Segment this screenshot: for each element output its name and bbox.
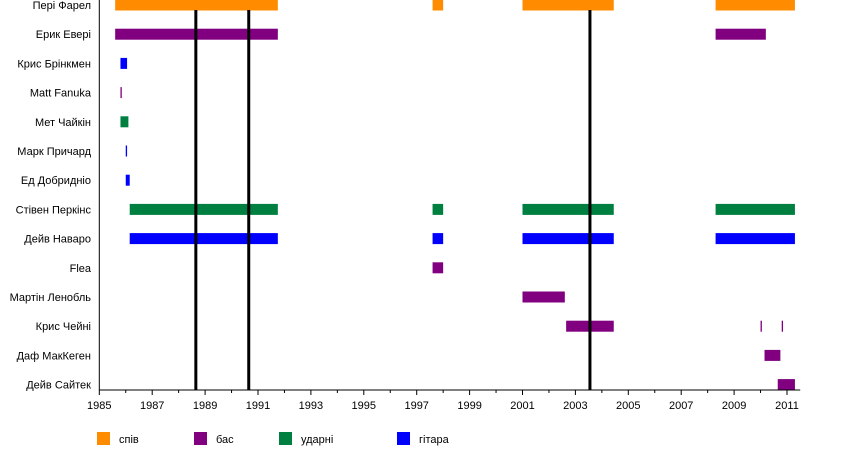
member-label: Крис Брінкмен	[17, 58, 91, 70]
x-tick-label: 2009	[722, 400, 746, 412]
membership-bar	[760, 320, 762, 332]
membership-bar	[781, 320, 784, 332]
membership-bar	[120, 87, 122, 99]
member-label: Matt Fanuka	[30, 88, 92, 100]
member-label: Пері Фарел	[33, 0, 91, 12]
member-label: Flea	[70, 263, 92, 275]
legend-swatch-bass	[194, 432, 207, 445]
membership-bar	[120, 57, 128, 69]
membership-bar	[125, 174, 130, 186]
membership-bar	[115, 0, 278, 11]
x-tick-label: 1987	[140, 400, 164, 412]
membership-bar	[764, 349, 781, 361]
membership-bar	[432, 233, 444, 245]
x-tick-label: 1999	[457, 400, 481, 412]
membership-bar	[432, 262, 444, 274]
member-label: Ед Добриднio	[21, 175, 91, 187]
member-label: Мартін Ленобль	[10, 292, 92, 304]
x-tick-label: 1991	[246, 400, 270, 412]
membership-bar	[432, 203, 444, 215]
member-label: Мет Чайкін	[35, 117, 91, 129]
legend-swatch-vocals	[97, 432, 110, 445]
membership-bar	[129, 203, 278, 215]
legend-label-bass: бас	[216, 434, 234, 446]
member-label: Марк Причард	[17, 146, 91, 158]
member-label: Дейв Наваро	[24, 234, 91, 246]
membership-bar	[120, 116, 129, 128]
membership-bar	[715, 28, 766, 40]
membership-bar	[522, 0, 614, 11]
member-label: Даф МакКеген	[17, 350, 91, 362]
x-tick-label: 2001	[510, 400, 534, 412]
x-tick-label: 1995	[352, 400, 376, 412]
legend-swatch-drums	[279, 432, 292, 445]
membership-bar	[522, 233, 614, 245]
x-tick-label: 2005	[616, 400, 640, 412]
membership-bar	[129, 233, 278, 245]
legend-label-vocals: спів	[119, 434, 139, 446]
x-tick-label: 2007	[669, 400, 693, 412]
membership-bar	[715, 233, 795, 245]
membership-bar	[125, 145, 128, 157]
member-label: Ерик Евері	[36, 29, 91, 41]
member-label: Крис Чейні	[36, 321, 91, 333]
x-tick-label: 1989	[193, 400, 217, 412]
x-tick-label: 1997	[404, 400, 428, 412]
legend-label-drums: ударні	[301, 434, 333, 446]
legend-swatch-guitar	[397, 432, 410, 445]
membership-bar	[715, 203, 795, 215]
x-tick-label: 2011	[775, 400, 799, 412]
membership-bar	[715, 0, 795, 11]
x-tick-label: 1985	[87, 400, 111, 412]
legend-label-guitar: гітара	[419, 434, 450, 446]
member-label: Дейв Сайтек	[26, 380, 91, 392]
x-tick-label: 1993	[299, 400, 323, 412]
membership-bar	[522, 291, 565, 303]
membership-bar	[522, 203, 614, 215]
x-tick-label: 2003	[563, 400, 587, 412]
membership-bar	[432, 0, 444, 11]
member-label: Стівен Перкінс	[16, 204, 92, 216]
membership-bar	[777, 379, 795, 391]
